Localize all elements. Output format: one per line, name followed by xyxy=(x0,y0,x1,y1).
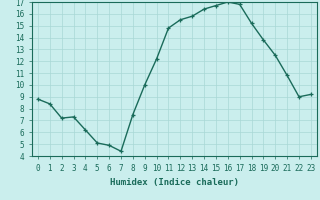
X-axis label: Humidex (Indice chaleur): Humidex (Indice chaleur) xyxy=(110,178,239,187)
